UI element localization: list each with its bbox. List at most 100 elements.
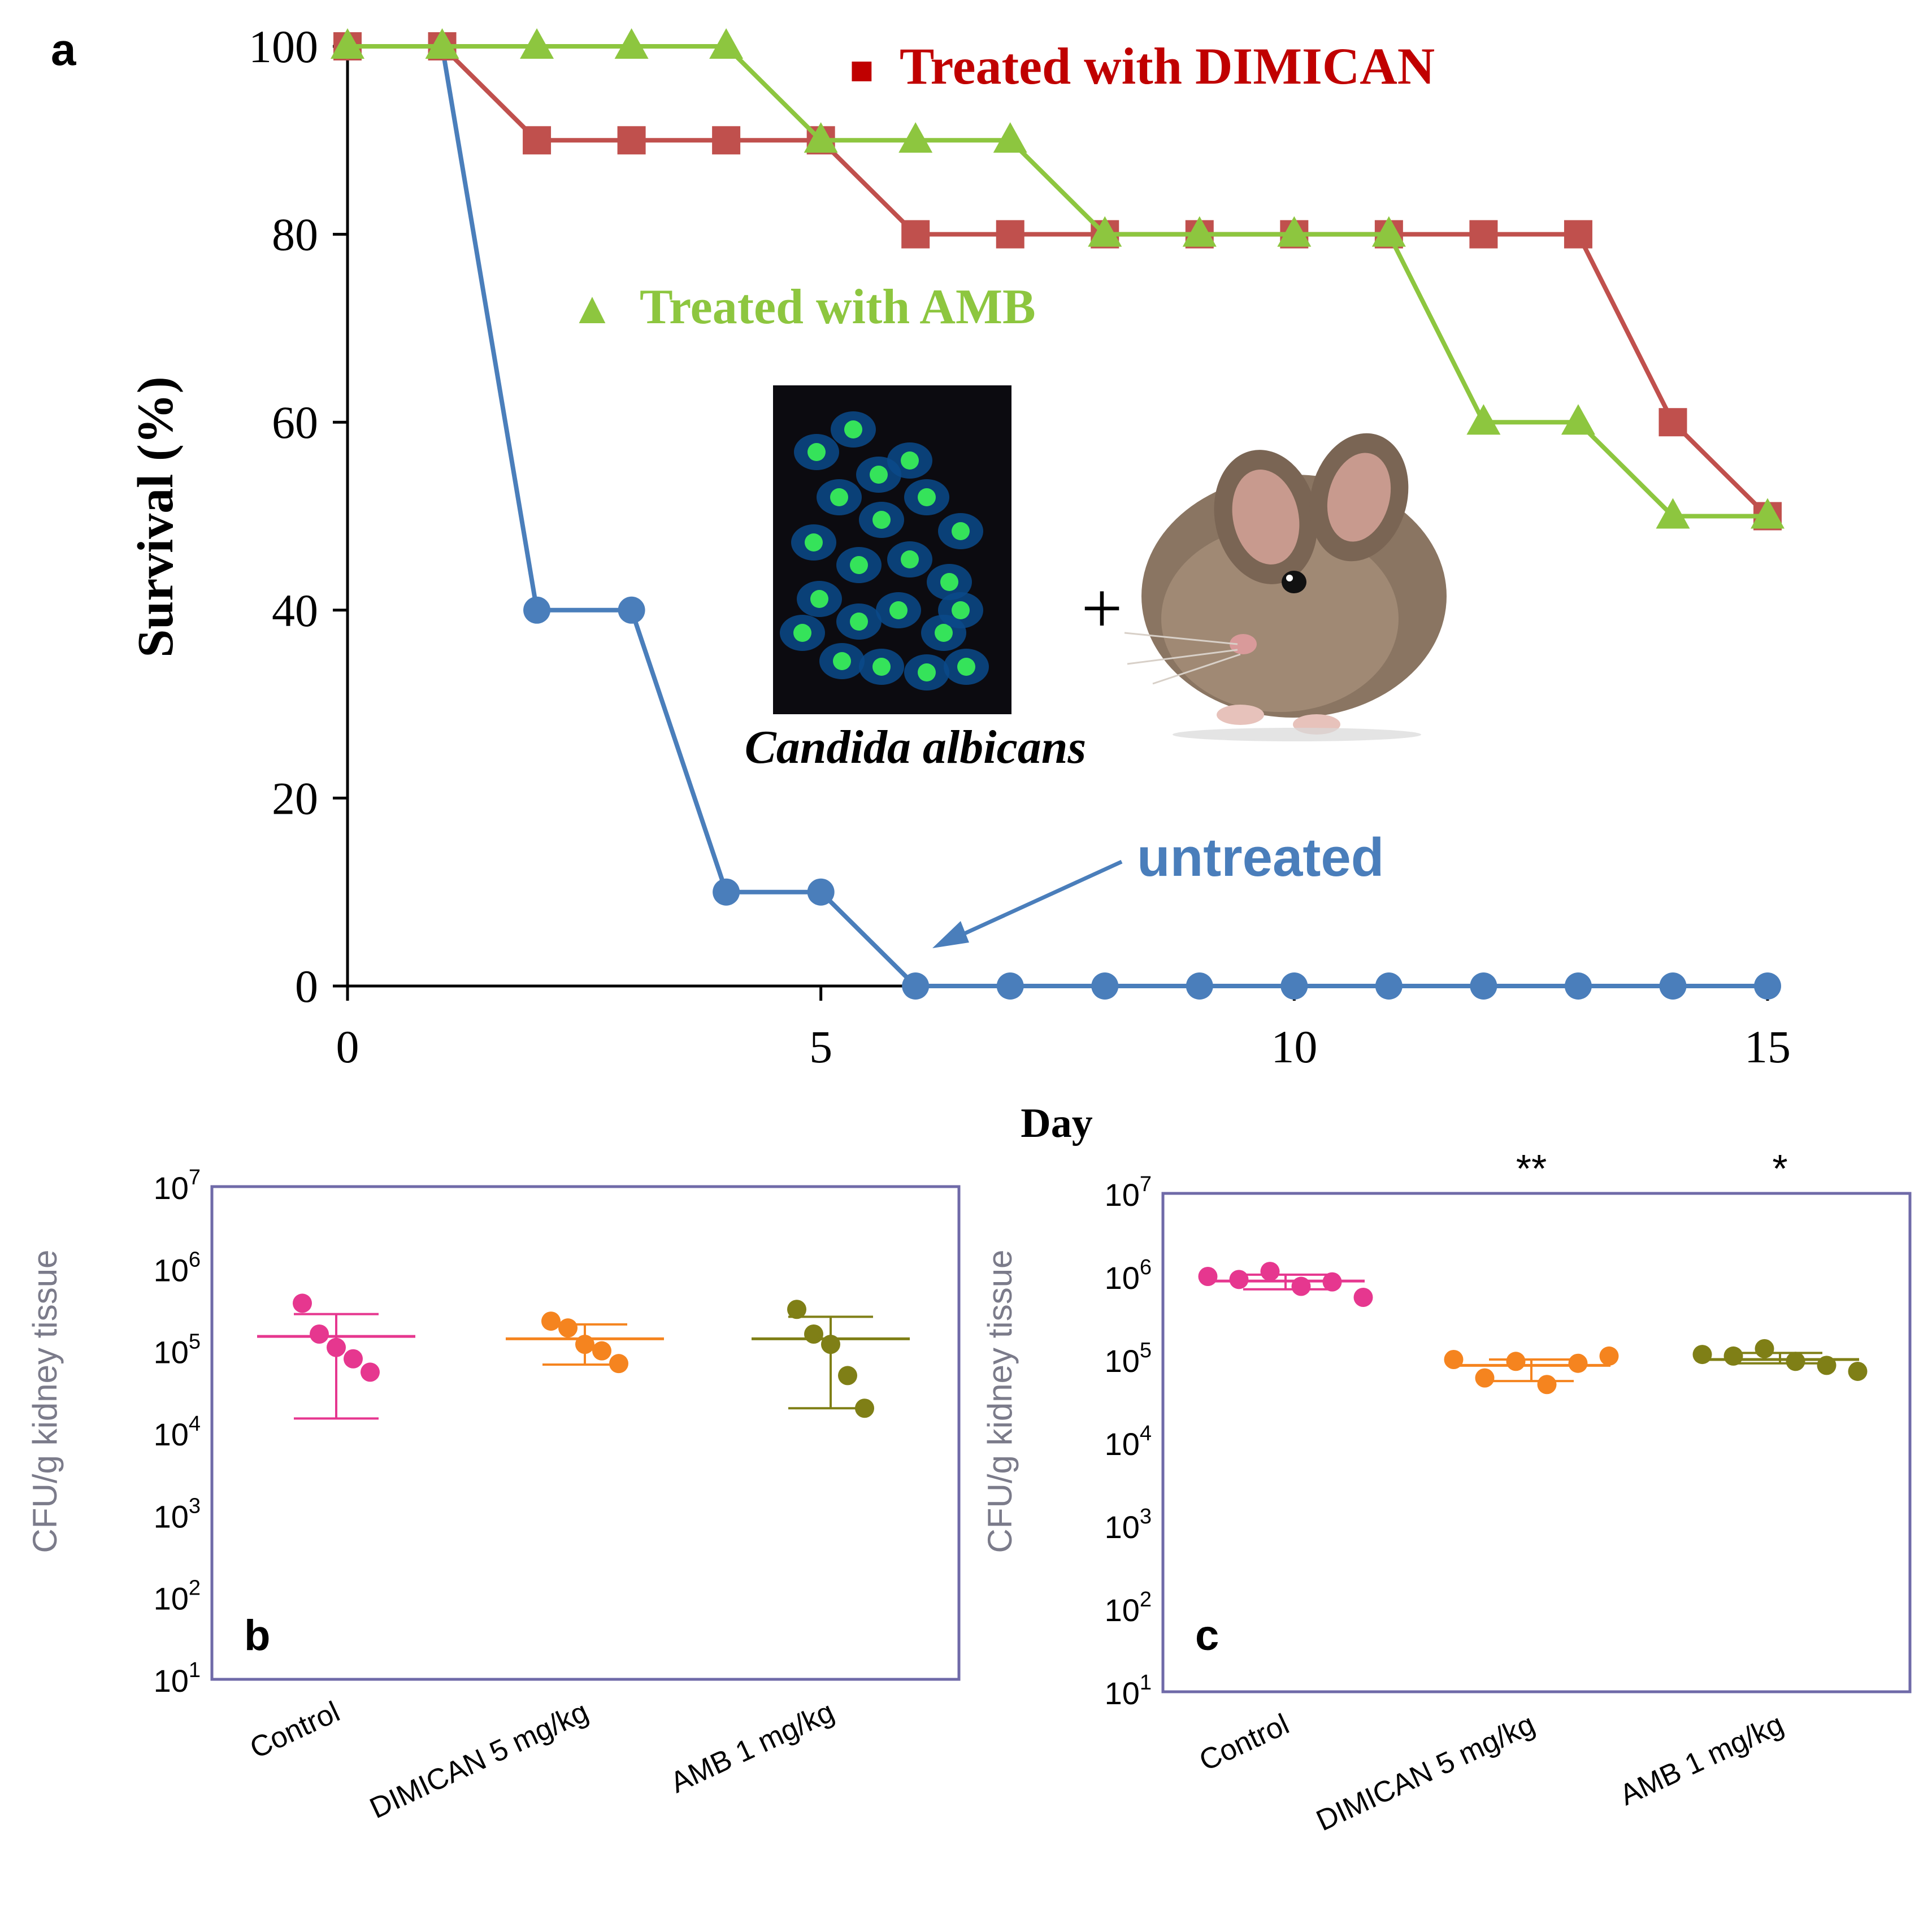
data-point [1260, 1262, 1280, 1282]
panel-c-y-tick-base: 10 [1105, 1426, 1140, 1462]
data-point [1659, 408, 1687, 437]
panel-b-y-tick-base: 10 [154, 1252, 189, 1288]
data-point [1091, 972, 1119, 1000]
data-point [327, 1337, 346, 1357]
panel-b-y-tick-base: 10 [154, 1499, 189, 1534]
yeast-nucleus [918, 663, 936, 681]
panel-c-y-tick-exponent: 6 [1140, 1256, 1152, 1279]
panel-c-frame [1161, 1192, 1912, 1693]
panel-b-group-dimican-5-mg-kg [506, 1311, 664, 1374]
yeast-nucleus [952, 601, 970, 619]
data-point [1561, 404, 1595, 435]
panel-c-y-tick-exponent: 4 [1140, 1422, 1152, 1445]
data-point [821, 1335, 840, 1354]
yeast-nucleus [850, 613, 868, 631]
panel-b-y-tick-exponent: 1 [189, 1658, 201, 1682]
data-point [1371, 216, 1406, 247]
data-point [996, 220, 1024, 249]
data-point [618, 596, 645, 624]
candida-caption: Candida albicans [745, 721, 1086, 774]
data-point [1280, 972, 1308, 1000]
yeast-nucleus [807, 443, 826, 461]
panel-a-y-tick-label: 80 [272, 209, 318, 260]
legend-dimican: ■ Treated with DIMICAN [849, 37, 1435, 95]
panel-b-y-tick-base: 10 [154, 1170, 189, 1206]
data-point [1755, 1339, 1774, 1358]
panel-b-group-control [257, 1293, 415, 1420]
data-point [1568, 1353, 1588, 1373]
panel-b-y-tick-label: 101 [154, 1658, 201, 1699]
data-point [1088, 216, 1122, 247]
yeast-nucleus [844, 420, 862, 438]
data-point [1322, 1272, 1342, 1292]
untreated-arrow-head [932, 921, 969, 948]
data-point [709, 28, 744, 59]
data-point [1469, 220, 1498, 249]
yeast-nucleus [901, 451, 919, 470]
yeast-nucleus [793, 624, 811, 642]
data-point [1291, 1276, 1311, 1296]
legend-amb: ▲ Treated with AMB [570, 280, 1035, 335]
data-point [1564, 972, 1592, 1000]
data-point [1599, 1346, 1619, 1366]
panel-c-y-axis-title: CFU/g kidney tissue [981, 1250, 1019, 1553]
panel-c-y-tick-label: 102 [1105, 1588, 1152, 1628]
data-point [1751, 498, 1785, 529]
yeast-nucleus [810, 590, 828, 608]
data-point [344, 1349, 363, 1369]
data-point [1659, 972, 1687, 1000]
panel-c-y-tick-base: 10 [1105, 1509, 1140, 1545]
panel-c-letter: c [1195, 1612, 1219, 1660]
panel-b-y-tick-label: 103 [154, 1494, 201, 1534]
data-point [1470, 972, 1497, 1000]
panel-a-y-tick-label: 0 [295, 961, 318, 1012]
yeast-nucleus [918, 488, 936, 506]
panel-c-y-tick-exponent: 7 [1140, 1172, 1152, 1196]
data-point [993, 122, 1027, 153]
panel-b-y-tick-label: 105 [154, 1330, 201, 1370]
data-point [713, 878, 740, 906]
data-point [804, 122, 838, 153]
yeast-nucleus [952, 522, 970, 540]
panel-a-y-tick-label: 100 [249, 21, 318, 72]
legend-amb-label: Treated with AMB [640, 280, 1036, 335]
data-point [787, 1300, 806, 1319]
legend-dimican-marker: ■ [849, 47, 874, 93]
data-point [1182, 216, 1217, 247]
panel-c-significance-mark: * [1772, 1146, 1787, 1191]
legend-amb-marker: ▲ [570, 284, 614, 333]
data-point [575, 1335, 594, 1354]
mouse-icon [1124, 433, 1447, 741]
panel-b-category-label: AMB 1 mg/kg [666, 1695, 839, 1799]
legend-dimican-label: Treated with DIMICAN [900, 37, 1435, 95]
panel-a-letter: a [51, 24, 76, 75]
data-point [1506, 1352, 1526, 1371]
panel-b-y-tick-base: 10 [154, 1581, 189, 1617]
series-line [348, 44, 1768, 988]
panel-b-y-tick-label: 107 [154, 1166, 201, 1206]
untreated-arrow-shaft [944, 859, 1123, 945]
data-point [901, 220, 930, 249]
yeast-nucleus [830, 488, 848, 506]
data-point [293, 1293, 312, 1313]
data-point [541, 1311, 561, 1331]
data-point [807, 878, 835, 906]
panel-c-y-tick-label: 103 [1105, 1505, 1152, 1545]
panel-a-ticks: 0 20 40 60 80 100 0 5 10 15 [249, 21, 1791, 1072]
data-point [1466, 404, 1501, 435]
series-treated-with-amb [331, 28, 1785, 529]
data-point [1754, 972, 1781, 1000]
yeast-nucleus [833, 652, 851, 670]
data-point [614, 28, 649, 59]
data-point [1564, 220, 1592, 249]
data-point [1198, 1267, 1218, 1286]
data-point [609, 1354, 628, 1374]
data-point [902, 972, 930, 1000]
data-point [712, 126, 741, 155]
panel-b-category-label: Control [245, 1695, 345, 1765]
series-line [348, 44, 1768, 519]
